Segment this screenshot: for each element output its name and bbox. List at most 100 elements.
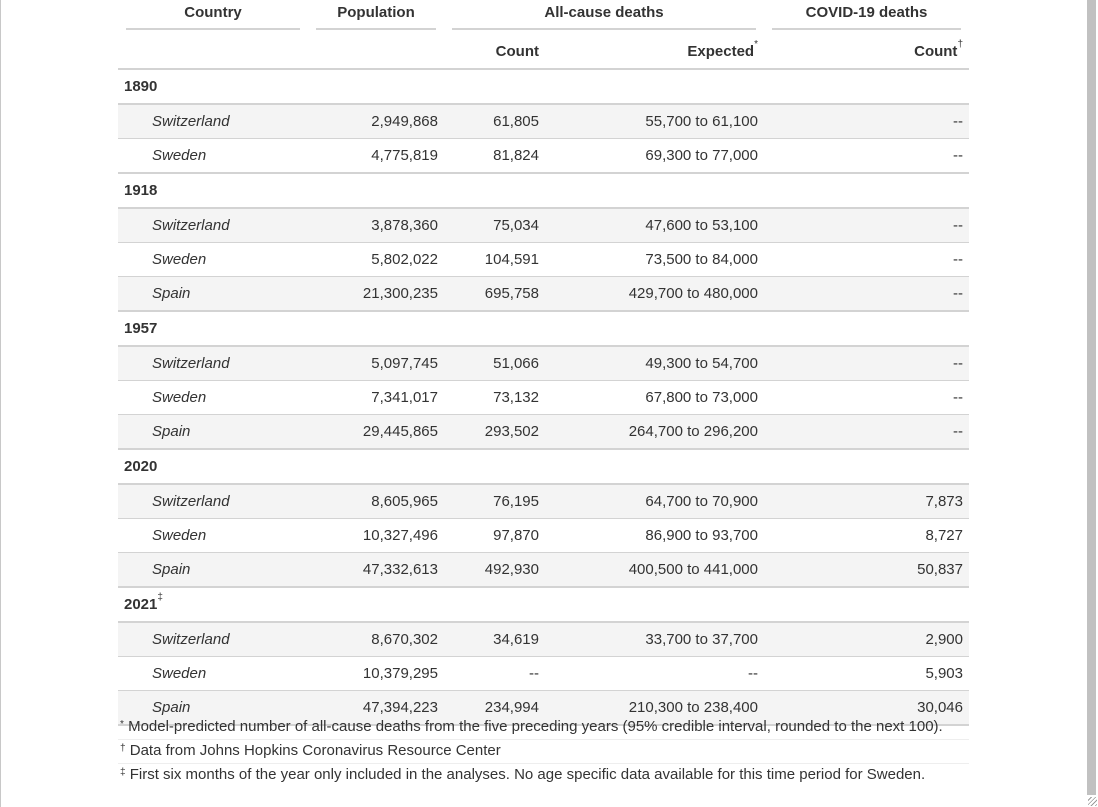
expected-cell: 429,700 to 480,000 [545,276,764,312]
count-cell: 293,502 [444,414,545,450]
count-cell: 695,758 [444,276,545,312]
population-cell: 7,341,017 [308,380,444,415]
population-cell: 29,445,865 [308,414,444,450]
footnote-mark: ‡ [120,767,126,778]
count-cell: -- [444,656,545,691]
vertical-scrollbar[interactable] [1086,0,1098,807]
year-group-row: 2021‡ [118,586,969,623]
population-header: Population [308,0,444,34]
covid-count-cell: -- [764,208,969,243]
count-cell: 492,930 [444,552,545,588]
population-cell: 5,097,745 [308,346,444,381]
footnote-mark: * [120,719,124,730]
expected-cell: 210,300 to 238,400 [545,690,764,726]
count-cell: 51,066 [444,346,545,381]
expected-cell: 264,700 to 296,200 [545,414,764,450]
population-cell: 8,670,302 [308,622,444,657]
footnote: † Data from Johns Hopkins Coronavirus Re… [118,740,969,764]
covid-count-cell: -- [764,138,969,174]
footnotes: * Model-predicted number of all-cause de… [118,716,969,787]
country-subheader [118,34,308,70]
country-cell: Sweden [118,242,308,277]
table-body: 1890 Switzerland 2,949,868 61,805 55,700 to … [118,68,969,726]
population-cell: 21,300,235 [308,276,444,312]
covid-count-cell: 30,046 [764,690,969,726]
footnote-text: First six months of the year only includ… [129,766,926,783]
table-row: Switzerland 3,878,360 75,034 47,600 to 53,1… [118,208,969,243]
country-cell: Sweden [118,656,308,691]
table-row: Switzerland 8,670,302 34,619 33,700 to 37,7… [118,622,969,657]
footnote-text: Data from Johns Hopkins Coronavirus Reso… [129,742,501,759]
count-cell: 61,805 [444,104,545,139]
count-column-header: Count [444,34,545,70]
table-row: Spain 29,445,865 293,502 264,700 to 296,200… [118,414,969,450]
covid-count-cell: 50,837 [764,552,969,588]
country-cell: Switzerland [118,104,308,139]
covid-count-cell: -- [764,242,969,277]
count-cell: 34,619 [444,622,545,657]
column-header-row: Count Expected* Count† [118,34,969,70]
footnote-mark: ‡ [157,592,163,603]
expected-column-header: Expected* [545,34,764,70]
country-cell: Sweden [118,518,308,553]
expected-cell: 55,700 to 61,100 [545,104,764,139]
country-cell: Switzerland [118,208,308,243]
count-cell: 81,824 [444,138,545,174]
covid-count-cell: -- [764,276,969,312]
mortality-table: Country Population All-cause deaths COVI… [118,0,969,726]
year-group-row: 1957 [118,310,969,347]
population-cell: 5,802,022 [308,242,444,277]
all-cause-deaths-header: All-cause deaths [444,0,764,34]
expected-cell: 69,300 to 77,000 [545,138,764,174]
footnote-text: Model-predicted number of all-cause deat… [128,718,943,735]
table-row: Sweden 5,802,022 104,591 73,500 to 84,000 -- [118,242,969,277]
count-cell: 75,034 [444,208,545,243]
year-group-label: 2021‡ [118,586,969,623]
population-cell: 10,379,295 [308,656,444,691]
population-cell: 4,775,819 [308,138,444,174]
country-cell: Spain [118,414,308,450]
covid-count-cell: 5,903 [764,656,969,691]
spanner-header-row: Country Population All-cause deaths COVI… [118,0,969,34]
population-cell: 8,605,965 [308,484,444,519]
table-row: Spain 47,332,613 492,930 400,500 to 441,000… [118,552,969,588]
year-group-row: 1890 [118,68,969,105]
table-row: Sweden 10,327,496 97,870 86,900 to 93,700 8,… [118,518,969,553]
count-cell: 234,994 [444,690,545,726]
country-cell: Sweden [118,138,308,174]
covid-count-cell: 2,900 [764,622,969,657]
population-cell: 47,332,613 [308,552,444,588]
footnote-mark: † [120,743,126,754]
resize-grip-icon[interactable] [1088,797,1097,806]
expected-cell: 86,900 to 93,700 [545,518,764,553]
covid-count-cell: -- [764,346,969,381]
covid-count-cell: 7,873 [764,484,969,519]
footnote-mark: * [754,38,758,50]
count-cell: 97,870 [444,518,545,553]
year-group-label: 1957 [118,310,969,347]
population-subheader [308,34,444,70]
year-group-row: 2020 [118,448,969,485]
table-row: Sweden 10,379,295 -- -- 5,903 [118,656,969,691]
footnote: * Model-predicted number of all-cause de… [118,716,969,740]
year-group-label: 1890 [118,68,969,105]
footnote: ‡ First six months of the year only incl… [118,764,969,787]
table-row: Sweden 4,775,819 81,824 69,300 to 77,000 -- [118,138,969,174]
expected-cell: 400,500 to 441,000 [545,552,764,588]
expected-cell: 67,800 to 73,000 [545,380,764,415]
covid-count-cell: -- [764,104,969,139]
year-group-label: 2020 [118,448,969,485]
expected-cell: 73,500 to 84,000 [545,242,764,277]
count-cell: 76,195 [444,484,545,519]
scrollbar-thumb[interactable] [1087,0,1096,795]
table-row: Switzerland 5,097,745 51,066 49,300 to 54,7… [118,346,969,381]
table-row: Switzerland 8,605,965 76,195 64,700 to 70,9… [118,484,969,519]
population-cell: 2,949,868 [308,104,444,139]
country-cell: Switzerland [118,346,308,381]
population-cell: 3,878,360 [308,208,444,243]
country-cell: Switzerland [118,484,308,519]
covid-count-cell: 8,727 [764,518,969,553]
expected-cell: -- [545,656,764,691]
count-cell: 104,591 [444,242,545,277]
covid-deaths-header: COVID-19 deaths [764,0,969,34]
